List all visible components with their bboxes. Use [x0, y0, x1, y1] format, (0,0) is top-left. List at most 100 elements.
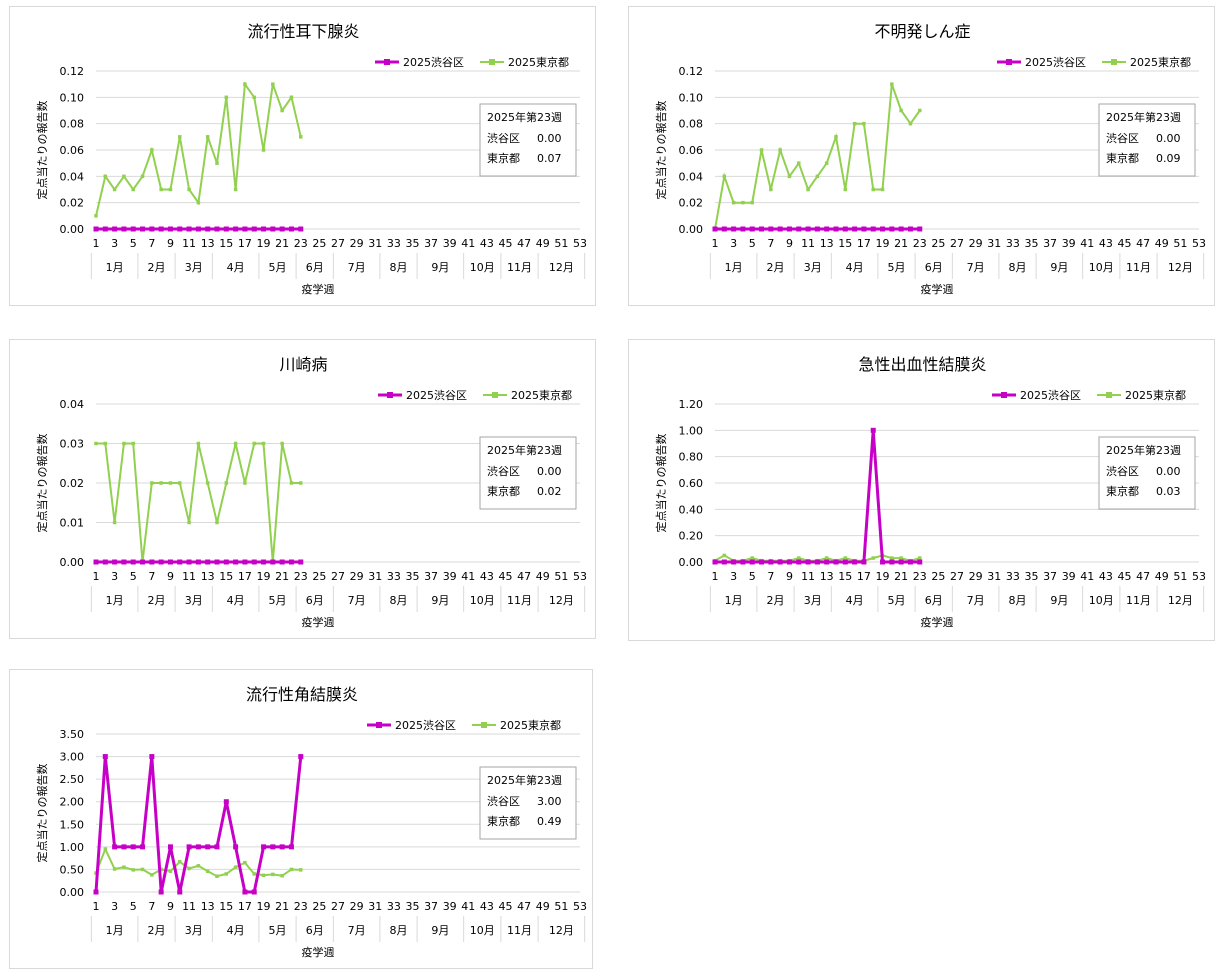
y-tick-label: 0.02 — [679, 197, 704, 210]
data-point — [233, 187, 238, 192]
data-point — [833, 226, 839, 232]
x-tick-label: 25 — [931, 570, 945, 583]
data-point — [131, 441, 135, 446]
chart-panel-ekc: 流行性角結膜炎 2025渋谷区 2025東京都 0.00 0.50 1.00 1.50 2.0… — [9, 669, 593, 969]
series-tokyo — [94, 81, 303, 218]
y-tick-label: 0.01 — [60, 517, 85, 530]
data-point — [103, 174, 108, 179]
x-tick-label: 21 — [275, 900, 289, 913]
data-point — [261, 148, 266, 152]
x-tick-label: 23 — [294, 570, 308, 583]
data-point — [196, 200, 201, 205]
x-tick-label: 33 — [1006, 237, 1020, 250]
data-point — [168, 869, 173, 873]
legend-label: 2025東京都 — [1125, 388, 1186, 402]
x-tick-label: 43 — [480, 237, 494, 250]
x-tick-label: 3 — [111, 900, 118, 913]
data-point — [158, 559, 164, 565]
y-tick-label: 0.20 — [679, 530, 704, 543]
y-axis-label: 定点当たりの報告数 — [35, 764, 49, 863]
y-tick-label: 0.60 — [679, 477, 704, 490]
chart-panel-kawasaki: 川崎病 2025渋谷区 2025東京都 0.00 0.01 0.02 0.03 0.04 定点当… — [9, 339, 596, 639]
month-label: 10月 — [1089, 594, 1114, 607]
data-point — [759, 559, 765, 565]
data-point — [787, 174, 792, 179]
x-tick-label: 29 — [969, 237, 983, 250]
y-tick-label: 0.04 — [60, 170, 85, 183]
month-label: 4月 — [227, 261, 245, 274]
month-label: 11月 — [507, 261, 532, 274]
info-box-row-value: 0.09 — [1156, 152, 1181, 165]
x-tick-label: 13 — [201, 570, 215, 583]
x-tick-label: 27 — [950, 237, 964, 250]
x-axis-label: 疫学週 — [302, 945, 335, 959]
data-point — [251, 889, 257, 895]
data-point — [890, 82, 894, 86]
data-point — [712, 559, 718, 565]
month-label: 3月 — [185, 594, 203, 607]
data-point — [824, 226, 830, 232]
y-tick-label: 0.04 — [679, 170, 704, 183]
month-label: 12月 — [1168, 261, 1193, 274]
data-point — [280, 108, 284, 113]
x-tick-label: 35 — [1024, 570, 1038, 583]
data-point — [890, 556, 894, 560]
data-point — [870, 226, 876, 232]
legend-label: 2025東京都 — [511, 388, 572, 402]
data-point — [843, 556, 848, 560]
data-point — [898, 226, 904, 232]
month-label: 7月 — [348, 261, 366, 274]
info-box-row-value: 0.02 — [537, 485, 562, 498]
x-tick-label: 43 — [480, 900, 494, 913]
month-label: 5月 — [888, 594, 906, 607]
x-tick-label: 1 — [712, 570, 719, 583]
data-point — [797, 161, 801, 165]
data-point — [880, 559, 886, 565]
x-tick-label: 11 — [182, 570, 196, 583]
x-tick-label: 27 — [331, 570, 345, 583]
data-point — [852, 226, 858, 232]
x-tick-label: 53 — [573, 570, 587, 583]
y-tick-label: 2.50 — [60, 773, 85, 786]
data-point — [889, 559, 895, 565]
month-label: 7月 — [348, 924, 366, 937]
month-label: 3月 — [185, 924, 203, 937]
month-label: 12月 — [549, 261, 574, 274]
data-point — [177, 889, 183, 895]
data-point — [168, 187, 173, 192]
info-box-row-label: 東京都 — [487, 151, 520, 165]
month-label: 9月 — [1050, 594, 1068, 607]
data-point — [288, 226, 294, 232]
data-point — [122, 865, 126, 869]
data-point — [759, 148, 764, 152]
data-point — [159, 481, 163, 485]
x-tick-label: 31 — [368, 900, 382, 913]
data-point — [786, 226, 792, 232]
y-axis-label: 定点当たりの報告数 — [35, 434, 49, 533]
data-point — [880, 187, 885, 192]
x-tick-label: 53 — [1192, 570, 1206, 583]
x-tick-label: 3 — [730, 237, 737, 250]
series-shibuya — [93, 226, 304, 232]
data-point — [251, 559, 257, 565]
x-tick-label: 19 — [257, 237, 271, 250]
data-point — [131, 868, 135, 872]
x-tick-label: 7 — [148, 900, 155, 913]
data-point — [178, 860, 182, 864]
data-point — [871, 187, 875, 192]
month-label: 2月 — [148, 261, 166, 274]
data-point — [261, 873, 266, 878]
data-point — [242, 889, 248, 895]
x-tick-label: 41 — [1080, 237, 1094, 250]
legend-label: 2025東京都 — [1130, 55, 1191, 69]
legend: 2025渋谷区 2025東京都 — [997, 55, 1191, 69]
data-point — [94, 441, 98, 446]
x-tick-label: 27 — [331, 237, 345, 250]
data-point — [261, 844, 267, 850]
month-label: 3月 — [185, 261, 203, 274]
data-point — [140, 559, 146, 565]
data-point — [122, 174, 126, 179]
data-point — [824, 559, 830, 565]
month-label: 10月 — [470, 261, 495, 274]
